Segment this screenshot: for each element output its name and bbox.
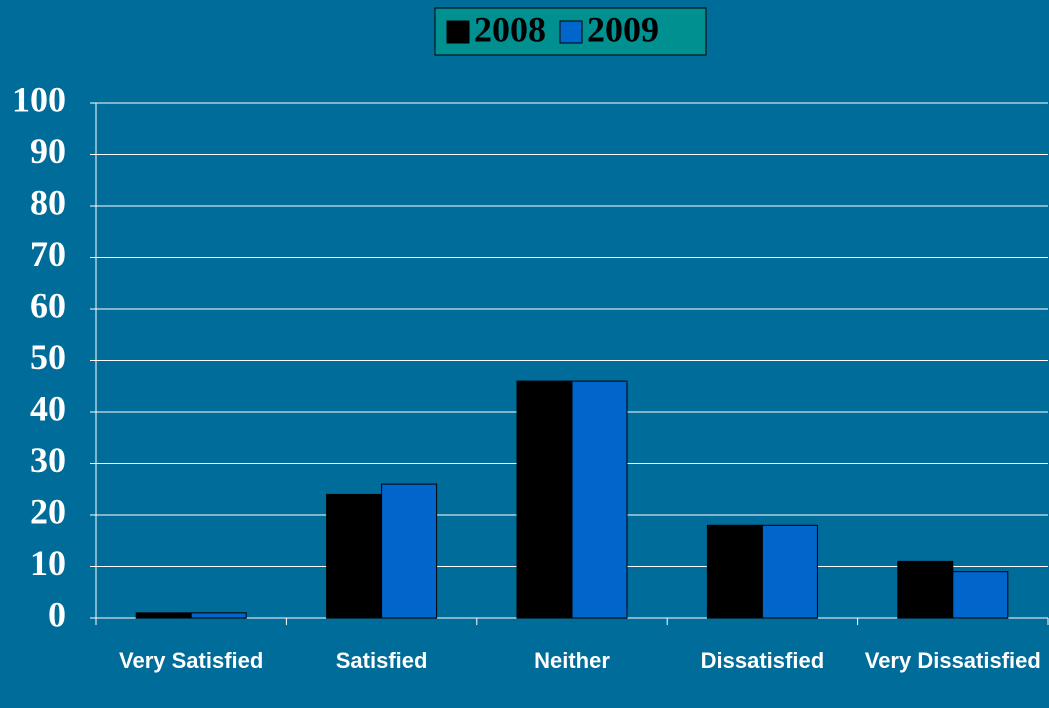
x-tick-label: Very Satisfied xyxy=(119,648,264,673)
y-tick-label: 70 xyxy=(30,234,66,274)
y-tick-label: 90 xyxy=(30,131,66,171)
bar xyxy=(135,612,192,619)
x-tick-label: Satisfied xyxy=(335,648,428,673)
bar xyxy=(897,560,954,619)
bar xyxy=(516,380,573,619)
bar xyxy=(381,483,438,619)
bar xyxy=(952,571,1009,619)
legend-label: 2008 xyxy=(474,9,546,49)
bar xyxy=(326,493,383,619)
bar xyxy=(761,524,818,619)
y-tick-label: 0 xyxy=(48,594,66,634)
x-tick-label: Neither xyxy=(534,648,610,673)
y-tick-label: 20 xyxy=(30,491,66,531)
y-tick-label: 10 xyxy=(30,543,66,583)
x-tick-label: Very Dissatisfied xyxy=(864,648,1041,673)
bar xyxy=(571,380,628,619)
y-tick-label: 80 xyxy=(30,182,66,222)
legend-swatch xyxy=(446,20,470,44)
legend-label: 2009 xyxy=(587,9,659,49)
legend-swatch xyxy=(559,20,583,44)
y-tick-label: 100 xyxy=(12,79,66,119)
y-tick-label: 50 xyxy=(30,337,66,377)
y-tick-label: 60 xyxy=(30,285,66,325)
x-tick-label: Dissatisfied xyxy=(700,648,825,673)
bar xyxy=(706,524,763,619)
bar xyxy=(190,612,247,619)
y-tick-label: 30 xyxy=(30,440,66,480)
y-tick-label: 40 xyxy=(30,388,66,428)
legend: 2008 2009 xyxy=(434,7,707,56)
